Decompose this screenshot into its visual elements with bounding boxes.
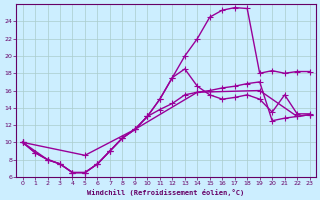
X-axis label: Windchill (Refroidissement éolien,°C): Windchill (Refroidissement éolien,°C) <box>87 189 245 196</box>
